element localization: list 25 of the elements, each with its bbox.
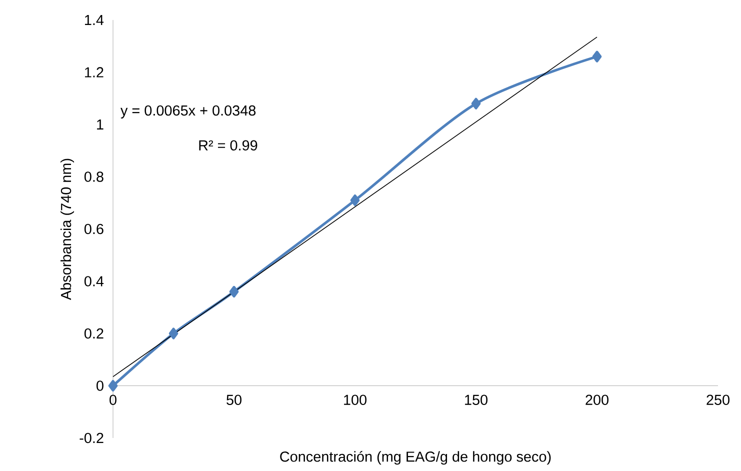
y-tick-label: 1 bbox=[97, 120, 104, 130]
point bbox=[592, 50, 602, 62]
x-tick-label: 150 bbox=[465, 394, 488, 405]
x-axis-title: Concentración (mg EAG/g de hongo seco) bbox=[280, 450, 551, 465]
point bbox=[350, 194, 360, 206]
y-axis-title: Absorbancia (740 nm) bbox=[60, 158, 74, 300]
y-tick-label: 0.8 bbox=[84, 172, 104, 182]
point bbox=[471, 98, 481, 110]
x-tick-label: 250 bbox=[706, 394, 730, 405]
y-tick-label: 0.2 bbox=[84, 328, 104, 339]
y-tick-label: -0.2 bbox=[80, 432, 104, 444]
point bbox=[229, 286, 239, 298]
x-tick-label: 50 bbox=[226, 394, 242, 405]
x-tick-label: 200 bbox=[586, 394, 608, 405]
point bbox=[108, 380, 118, 392]
x-tick-label: 100 bbox=[344, 394, 366, 405]
y-tick-label: 0.4 bbox=[84, 276, 104, 286]
y-tick-label: 0 bbox=[96, 380, 104, 391]
point bbox=[168, 328, 178, 340]
annotation: R² = 0.99 bbox=[199, 140, 258, 150]
x-tick-label: 0 bbox=[110, 394, 116, 405]
y-tick-label: 0.6 bbox=[84, 224, 104, 234]
y-tick-label: 1.2 bbox=[85, 67, 104, 78]
y-tick-label: 1.4 bbox=[85, 15, 104, 25]
annotation: y = 0.0065x + 0.0348 bbox=[120, 105, 256, 118]
